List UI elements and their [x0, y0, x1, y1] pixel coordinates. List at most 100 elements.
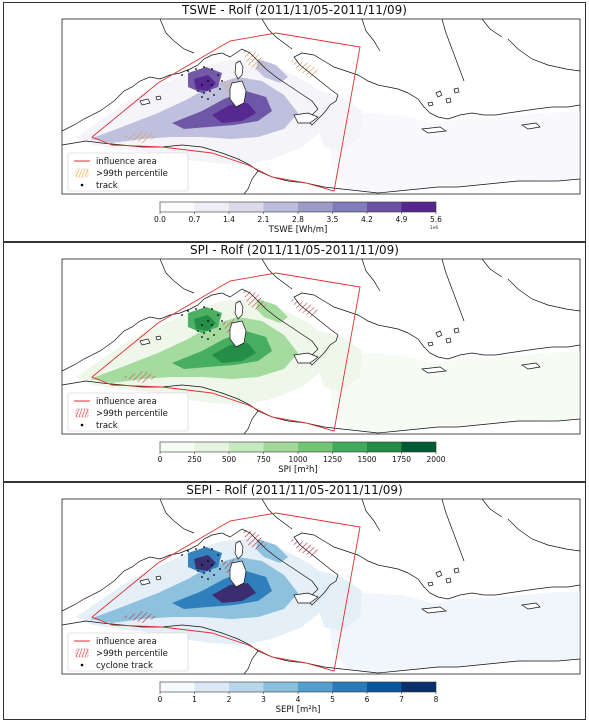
colorbar-segment-4	[298, 202, 333, 212]
coastline-1	[159, 499, 195, 534]
coastline-3	[361, 259, 381, 292]
colorbar-tick-label: 4.2	[361, 215, 373, 224]
track-point-7	[219, 328, 221, 330]
island-5	[421, 606, 447, 614]
panel-title: TSWE - Rolf (2011/11/05-2011/11/09)	[182, 3, 407, 17]
track-point-9	[207, 578, 209, 580]
coastline-4	[441, 19, 465, 82]
colorbar-segment-3	[263, 682, 298, 692]
track-point-0	[181, 314, 183, 316]
track-point-1	[187, 70, 189, 72]
coastline-0	[62, 48, 580, 132]
colorbar-offset-label: 1e6	[430, 225, 439, 231]
island-9	[453, 327, 460, 334]
colorbar-segment-4	[298, 682, 333, 692]
colorbar-segment-5	[332, 682, 367, 692]
panel-tswe: TSWE - Rolf (2011/11/05-2011/11/09) infl…	[3, 2, 586, 242]
track-point-12	[201, 564, 203, 566]
legend-label: track	[96, 181, 118, 191]
legend-box	[67, 632, 189, 672]
island-4	[155, 335, 162, 341]
legend-hatch-stroke	[84, 168, 89, 178]
coastline-2	[261, 19, 293, 50]
sea-east-fill	[318, 111, 580, 193]
coastline-5	[507, 278, 580, 312]
coastline-3	[361, 499, 381, 532]
legend-label: >99th percentile	[96, 649, 168, 659]
colorbar-tick-label: 1.4	[223, 215, 235, 224]
colorbar-segment-7	[401, 202, 436, 212]
island-6	[521, 122, 541, 130]
colorbar-segment-1	[194, 202, 229, 212]
coastline-8	[243, 410, 259, 434]
colorbar-tick-label: 2	[227, 695, 232, 704]
colorbar-segment-0	[160, 682, 195, 692]
legend-box	[67, 392, 189, 432]
colorbar-tick-label: 1250	[323, 455, 342, 464]
track-point-6	[221, 560, 223, 562]
colorbar-tick-label: 3.5	[327, 215, 339, 224]
legend: influence area >99th percentile cyclone tr…	[67, 632, 189, 672]
track-point-2	[195, 68, 197, 70]
track-point-9	[207, 98, 209, 100]
track-point-8	[213, 574, 215, 576]
track-point-7	[219, 568, 221, 570]
colorbar-tick-label: 1000	[288, 455, 307, 464]
colorbar-segment-2	[229, 442, 264, 452]
track-point-5	[217, 74, 219, 76]
track-point-15	[209, 90, 211, 92]
island-2	[293, 112, 319, 124]
colorbar-tick-label: 2000	[426, 455, 445, 464]
island-3	[139, 338, 151, 346]
legend-label: >99th percentile	[96, 409, 168, 419]
legend-label: influence area	[96, 157, 157, 167]
island-2	[293, 352, 319, 364]
coastline-5	[507, 38, 580, 72]
coastline-6	[481, 259, 503, 278]
coastline-7	[62, 380, 580, 434]
legend-hatch-stroke	[84, 648, 89, 658]
legend-swatch-dot	[80, 423, 84, 427]
colorbar-segment-7	[401, 682, 436, 692]
island-8	[445, 97, 452, 104]
coastline-1	[159, 259, 195, 294]
map-layer	[62, 19, 580, 194]
panel-title: SEPI - Rolf (2011/11/05-2011/11/09)	[186, 483, 403, 497]
track-point-4	[211, 308, 213, 310]
legend-swatch-dot	[80, 663, 84, 667]
colorbar-segment-2	[229, 202, 264, 212]
legend-hatch-stroke	[75, 168, 80, 178]
colorbar-tick-label: 8	[434, 695, 439, 704]
map-layer	[62, 499, 580, 674]
panel-title: SPI - Rolf (2011/11/05-2011/11/09)	[190, 243, 399, 257]
colorbar-tick-label: 0.0	[154, 215, 166, 224]
legend-label: cyclone track	[96, 661, 153, 671]
colorbar-tick-label: 5	[330, 695, 335, 704]
colorbar-label: SEPI [m²h]	[276, 705, 321, 715]
intensity-patch-6	[212, 343, 256, 363]
colorbar-tick-label: 1750	[392, 455, 411, 464]
coastline-8	[243, 650, 259, 674]
track-point-15	[209, 330, 211, 332]
island-6	[521, 602, 541, 610]
legend: influence area >99th percentile track	[67, 392, 189, 432]
track-point-0	[181, 554, 183, 556]
island-8	[445, 337, 452, 344]
track-point-11	[197, 90, 199, 92]
legend-hatch-stroke	[81, 408, 86, 418]
island-5	[421, 126, 447, 134]
island-5	[421, 366, 447, 374]
map-svg: influence area >99th percentile track 0.0 0.…	[61, 18, 581, 235]
coastline-3	[361, 19, 381, 52]
track-point-16	[203, 572, 205, 574]
island-3	[139, 578, 151, 586]
island-0	[234, 60, 244, 80]
legend-hatch-stroke	[81, 648, 86, 658]
track-point-15	[209, 570, 211, 572]
colorbar-segment-7	[401, 442, 436, 452]
colorbar-segment-1	[194, 682, 229, 692]
track-point-1	[187, 310, 189, 312]
track-point-13	[207, 320, 209, 322]
colorbar-segment-5	[332, 202, 367, 212]
